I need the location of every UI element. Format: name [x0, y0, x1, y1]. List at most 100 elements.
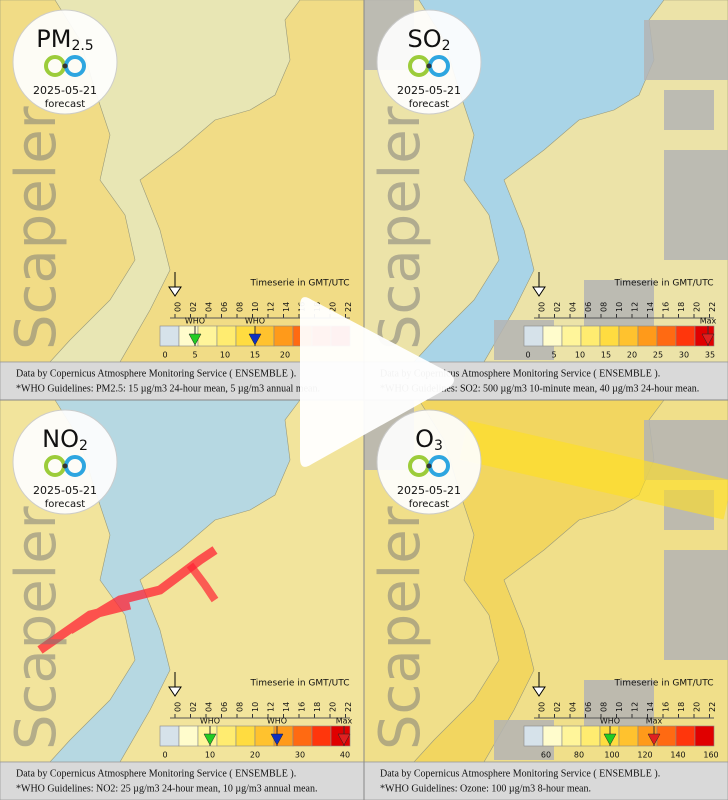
hour-label: 12 [631, 302, 640, 312]
pollution-plume [37, 546, 218, 654]
watermark: Scapeler [368, 105, 433, 350]
hour-label: 12 [631, 702, 640, 712]
marker-triangle [188, 333, 202, 346]
scale-label: 5 [551, 351, 556, 360]
pollutant-title: PM2.5 [36, 25, 93, 54]
scale-label: 80 [574, 751, 584, 760]
watermark: Scapeler [4, 505, 69, 750]
marker-label: WHO [185, 317, 205, 326]
marker-triangle [270, 733, 284, 746]
forecast-date: 2025-05-21 [397, 84, 461, 97]
marker-triangle [337, 733, 351, 746]
hour-label: 20 [329, 702, 338, 712]
scale-cell [273, 325, 294, 347]
pollutant-name: O [415, 425, 434, 453]
play-button[interactable] [300, 297, 454, 467]
scale-label: 40 [340, 751, 350, 760]
scale-label: 0 [162, 351, 167, 360]
scale-cell [561, 725, 582, 747]
pollutant-subscript: 2.5 [71, 38, 93, 54]
scale-cell [197, 325, 218, 347]
hour-label: 16 [298, 702, 307, 712]
hour-label: 08 [236, 702, 245, 712]
hour-label: 04 [569, 702, 578, 712]
scale-label: 0 [162, 751, 167, 760]
hour-label: 06 [220, 702, 229, 712]
scale-cell [254, 725, 275, 747]
hour-label: 14 [646, 702, 655, 712]
scale-label: 20 [627, 351, 637, 360]
hour-label: 14 [282, 702, 291, 712]
credit: Data by Copernicus Atmosphere Monitoring… [380, 368, 660, 379]
marker-label: Max [336, 717, 353, 726]
no-data-area [644, 20, 728, 80]
forecast-date: 2025-05-21 [33, 484, 97, 497]
scale-cell [216, 725, 237, 747]
credit: Data by Copernicus Atmosphere Monitoring… [16, 368, 296, 379]
credit: Data by Copernicus Atmosphere Monitoring… [380, 768, 660, 779]
guidelines: *WHO Guidelines: PM2.5: 15 µg/m3 24-hour… [16, 383, 320, 394]
scale-cell [618, 725, 639, 747]
scale-cell [599, 325, 620, 347]
scale-cell [656, 325, 677, 347]
hour-label: 12 [267, 702, 276, 712]
forecast-label: forecast [409, 499, 450, 510]
hour-label: 10 [251, 702, 260, 712]
scale-cell [656, 725, 677, 747]
hour-label: 10 [251, 302, 260, 312]
pollutant-name: NO [42, 425, 79, 453]
forecast-date: 2025-05-21 [397, 484, 461, 497]
no-data-area [664, 550, 728, 660]
hour-label: 02 [553, 302, 562, 312]
hour-label: 22 [708, 702, 717, 712]
timeserie-label: Timeserie in GMT/UTC [249, 279, 349, 289]
scale-cell [178, 725, 199, 747]
scale-cell [159, 325, 180, 347]
pollutant-title: SO2 [407, 25, 450, 54]
hour-label: 00 [538, 302, 547, 312]
marker-label: WHO [600, 717, 620, 726]
scale-label: 5 [192, 351, 197, 360]
scale-cell [311, 725, 332, 747]
pollutant-title: NO2 [42, 425, 88, 454]
hour-label: 20 [329, 302, 338, 312]
hour-label: 02 [553, 702, 562, 712]
scale-label: 25 [653, 351, 663, 360]
hour-label: 06 [220, 302, 229, 312]
forecast-label: forecast [409, 99, 450, 110]
hour-label: 04 [205, 302, 214, 312]
hour-label: 02 [189, 702, 198, 712]
credit: Data by Copernicus Atmosphere Monitoring… [16, 768, 296, 779]
scale-label: 10 [575, 351, 585, 360]
scale-label: 0 [525, 351, 530, 360]
marker-triangle [603, 733, 617, 746]
scale-cell [159, 725, 180, 747]
marker-label: WHO [245, 317, 265, 326]
time-pointer [532, 286, 546, 297]
scale-label: 30 [679, 351, 689, 360]
scale-label: 20 [250, 751, 260, 760]
scale-cell [542, 325, 563, 347]
pollutant-subscript: 2 [79, 438, 88, 454]
scale-cell [542, 725, 563, 747]
hour-label: 06 [584, 302, 593, 312]
hour-label: 10 [615, 702, 624, 712]
time-pointer [168, 686, 182, 697]
watermark: Scapeler [4, 105, 69, 350]
scale-label: 160 [703, 751, 718, 760]
timeserie-label: Timeserie in GMT/UTC [613, 279, 713, 289]
scale-label: 35 [705, 351, 715, 360]
scale-label: 15 [250, 351, 260, 360]
scale-cell [675, 725, 696, 747]
logo-dot [426, 463, 432, 469]
forecast-label: forecast [45, 499, 86, 510]
hour-label: 08 [600, 702, 609, 712]
hour-label: 06 [584, 702, 593, 712]
hour-label: 22 [708, 302, 717, 312]
pollution-plume [459, 420, 728, 520]
logo-dot [426, 63, 432, 69]
scale-label: 30 [295, 751, 305, 760]
scale-label: 10 [205, 751, 215, 760]
hour-label: 14 [282, 302, 291, 312]
